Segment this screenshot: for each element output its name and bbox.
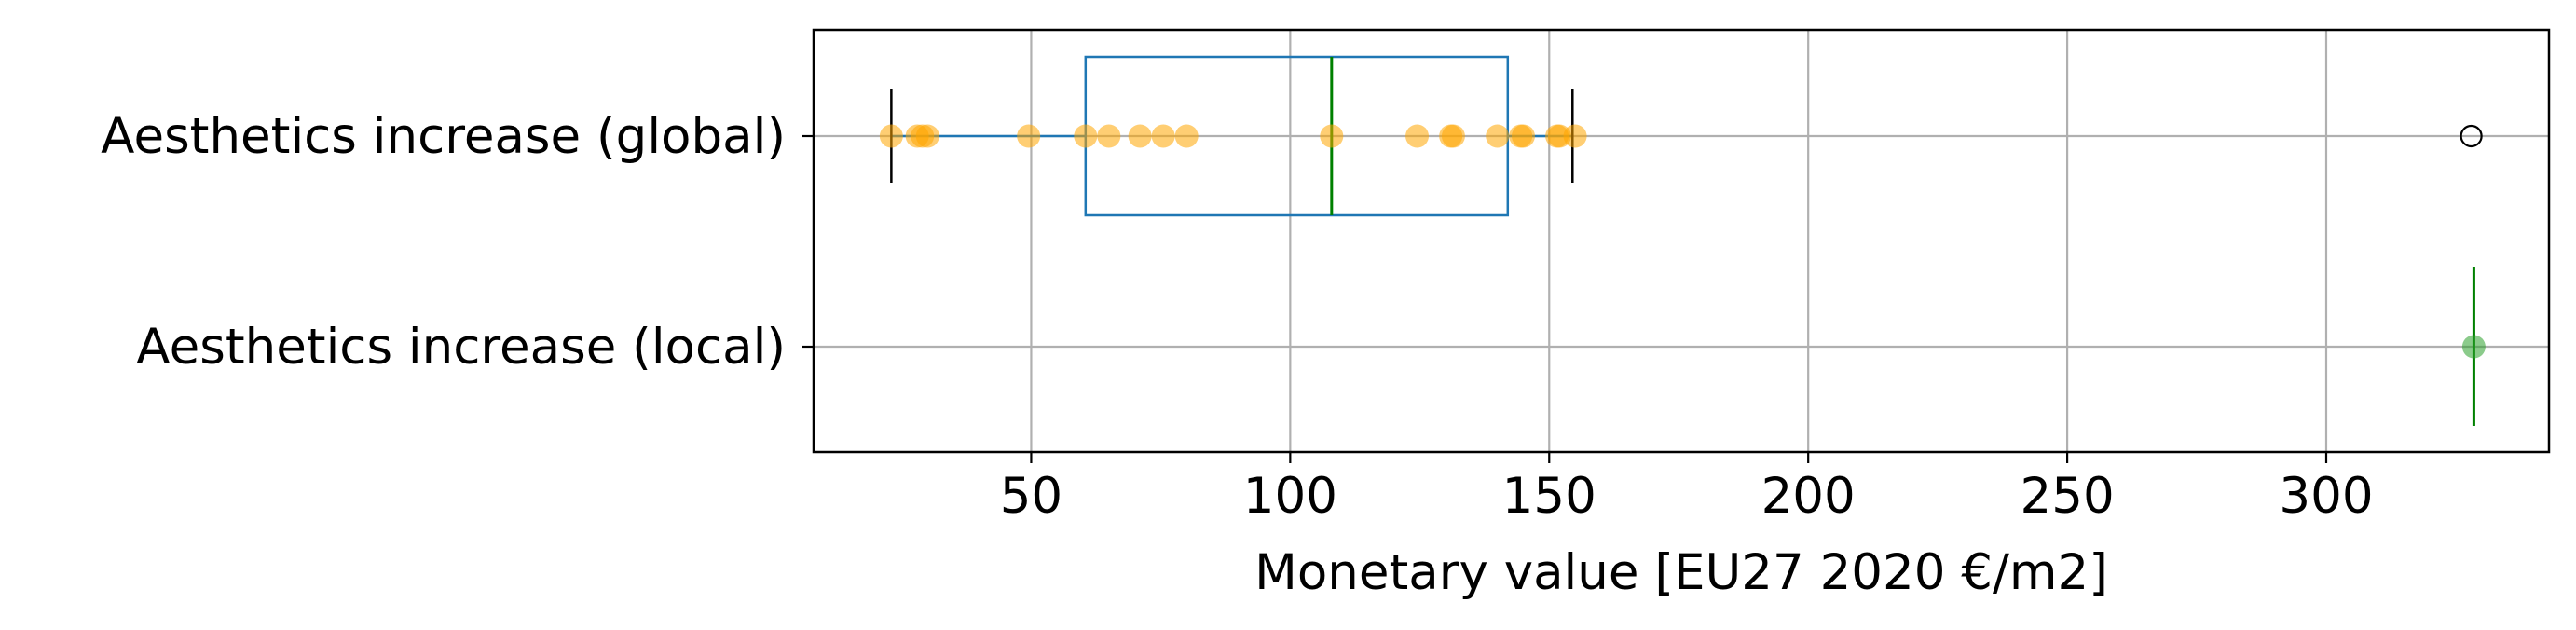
data-point (1486, 124, 1510, 148)
data-point (1441, 124, 1465, 148)
data-point (1511, 124, 1535, 148)
data-point (2461, 335, 2486, 359)
plot-marks (879, 55, 2486, 426)
x-axis-title: Monetary value [EU27 2020 €/m2] (1254, 544, 2108, 601)
data-point (1151, 124, 1175, 148)
data-point (1320, 124, 1344, 148)
plot-frame (812, 28, 2551, 454)
axis-ticks: 50 100 150 200 250 300 Aesthetics increase (gl… (101, 108, 2373, 525)
y-tick-label: Aesthetics increase (local) (136, 319, 786, 376)
x-tick-label: 200 (1761, 468, 1856, 525)
data-point (1405, 124, 1430, 148)
data-point (1097, 124, 1121, 148)
x-tick-label: 250 (2021, 468, 2115, 525)
x-tick-label: 50 (1000, 468, 1062, 525)
data-point (879, 124, 903, 148)
grid-lines (814, 30, 2549, 452)
data-point (915, 124, 939, 148)
data-point (1563, 124, 1587, 148)
x-tick-label: 300 (2279, 468, 2373, 525)
data-point (1128, 124, 1152, 148)
data-point (1174, 124, 1199, 148)
data-point (1074, 124, 1098, 148)
data-point (1017, 124, 1041, 148)
outlier-marker (2460, 124, 2483, 148)
y-tick-label: Aesthetics increase (global) (101, 108, 786, 165)
x-tick-label: 100 (1243, 468, 1337, 525)
x-tick-label: 150 (1502, 468, 1596, 525)
